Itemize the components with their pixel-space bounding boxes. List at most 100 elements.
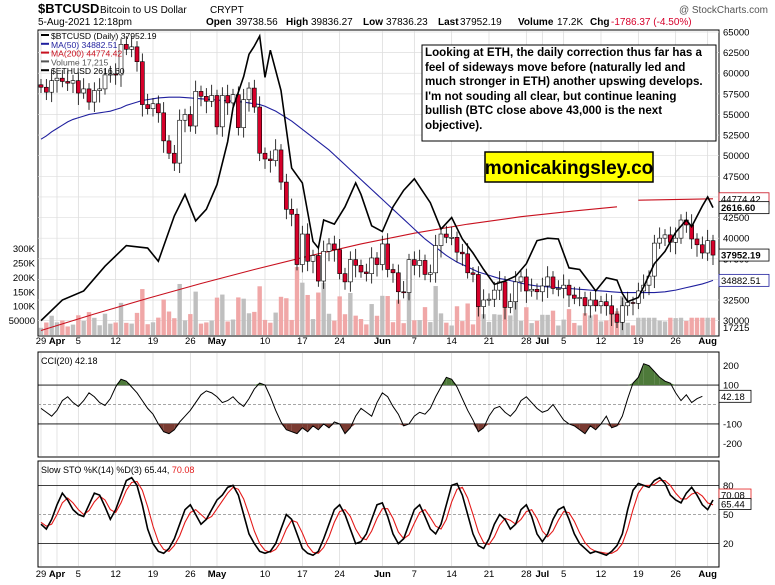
- candle-body: [374, 257, 380, 265]
- candle-body: [262, 152, 268, 160]
- cci-negative-fill: [579, 423, 585, 434]
- candle-body: [113, 73, 118, 76]
- x-tick-label: 7: [412, 569, 417, 580]
- x-tick-label: 26: [185, 569, 196, 580]
- cci-last-box: [718, 389, 752, 403]
- candle-body: [118, 44, 124, 76]
- volume-bar: [577, 325, 582, 335]
- volume-bar: [300, 282, 305, 335]
- volume-bar: [460, 321, 465, 335]
- cci-y-label: 100: [723, 381, 739, 392]
- sto-y-label: 20: [723, 539, 734, 550]
- x-tick-label: 12: [596, 569, 607, 580]
- candle-body: [54, 77, 60, 81]
- sto-panel-frame: [37, 460, 720, 568]
- volume-bar: [305, 294, 310, 335]
- candle-body: [476, 274, 481, 307]
- candle-body: [486, 298, 492, 301]
- price-series: [38, 33, 716, 332]
- candle-body: [438, 233, 444, 246]
- candle-body: [294, 213, 300, 265]
- candle-body: [134, 46, 140, 62]
- sto-title-main: Slow STO %K(14) %D(3) 65.44,: [41, 465, 172, 475]
- candle-body: [390, 269, 396, 274]
- y-tick-label: 60000: [723, 69, 749, 80]
- volume-tick-label: 250K: [13, 259, 36, 270]
- volume-bar: [268, 322, 273, 335]
- volume-bar: [465, 303, 470, 335]
- ohlc-readout: Open 39738.56 High 39836.27 Low 37836.23…: [206, 17, 692, 28]
- cci-y-label: -200: [723, 439, 742, 450]
- x-tick-label: May: [208, 336, 227, 347]
- volume-bar: [177, 283, 182, 335]
- sto-d-last-label: 70.08: [721, 491, 745, 502]
- x-tick-label: 24: [334, 569, 345, 580]
- cci-negative-fill: [302, 423, 308, 432]
- sto-k-box: [718, 498, 752, 510]
- candle-body: [625, 302, 630, 307]
- volume-bar: [348, 292, 353, 335]
- candle-body: [257, 106, 262, 154]
- x-tick-label: 10: [260, 336, 271, 347]
- candle-body: [193, 91, 198, 127]
- candle-body: [529, 288, 534, 292]
- volume-bar: [524, 307, 529, 335]
- candle-body: [588, 299, 593, 307]
- cci-positive-fill: [638, 363, 644, 386]
- legend-swatch: [41, 51, 49, 54]
- volume-bar: [316, 292, 321, 335]
- volume-bar: [118, 302, 124, 335]
- sto-title-d: 70.08: [172, 465, 195, 475]
- cci-last-label: 42.18: [721, 392, 745, 403]
- sto-y-label: 80: [723, 481, 734, 492]
- candle-body: [540, 285, 545, 293]
- cci-y-label: 200: [723, 361, 739, 372]
- candle-body: [492, 289, 497, 300]
- volume-bar: [97, 325, 102, 335]
- sto-d-line: [40, 480, 714, 554]
- volume-bar: [278, 296, 284, 335]
- candle-body: [337, 249, 342, 274]
- candle-body: [145, 104, 150, 109]
- volume-bar: [310, 319, 316, 335]
- candle-body: [76, 80, 81, 94]
- candle-body: [246, 87, 252, 100]
- x-tick-label: 10: [260, 569, 271, 580]
- x-tick-label: 5: [561, 569, 566, 580]
- volume-bar: [156, 317, 161, 335]
- price-tag-label: 34882.51: [721, 276, 761, 287]
- x-tick-label: 7: [412, 336, 417, 347]
- x-tick-label: May: [208, 569, 227, 580]
- x-tick-label: Aug: [698, 336, 717, 347]
- chg-label: Chg: [590, 17, 609, 28]
- x-tick-label: 26: [185, 336, 196, 347]
- volume-bar: [433, 286, 438, 335]
- cci-y-label: -100: [723, 419, 742, 430]
- x-tick-label: 19: [633, 336, 644, 347]
- candle-body: [65, 81, 70, 84]
- volume-bar: [588, 315, 593, 335]
- x-tick-label: Aug: [698, 569, 717, 580]
- volume-bar: [593, 314, 598, 335]
- candle-body: [353, 259, 358, 266]
- volume-bar: [220, 294, 225, 335]
- x-tick-label: 14: [446, 569, 457, 580]
- candle-body: [156, 103, 161, 114]
- x-tick-label: Apr: [49, 569, 66, 580]
- sto-k-line: [40, 476, 714, 557]
- volume-bar: [161, 299, 166, 335]
- candle-body: [204, 96, 209, 102]
- x-tick-label: Jul: [535, 569, 549, 580]
- candle-body: [81, 88, 86, 94]
- x-tick-label: 19: [148, 569, 159, 580]
- symbol-title: $BTCUSD: [38, 1, 99, 16]
- candle-body: [236, 94, 241, 128]
- candle-body: [150, 103, 156, 109]
- x-tick-label: 5: [561, 336, 566, 347]
- volume-bar: [214, 297, 220, 335]
- candle-body: [481, 299, 486, 307]
- volume-bar: [284, 298, 289, 335]
- price-tag-box: [718, 273, 770, 287]
- low-label: Low: [363, 17, 383, 28]
- volume-bar: [534, 320, 540, 335]
